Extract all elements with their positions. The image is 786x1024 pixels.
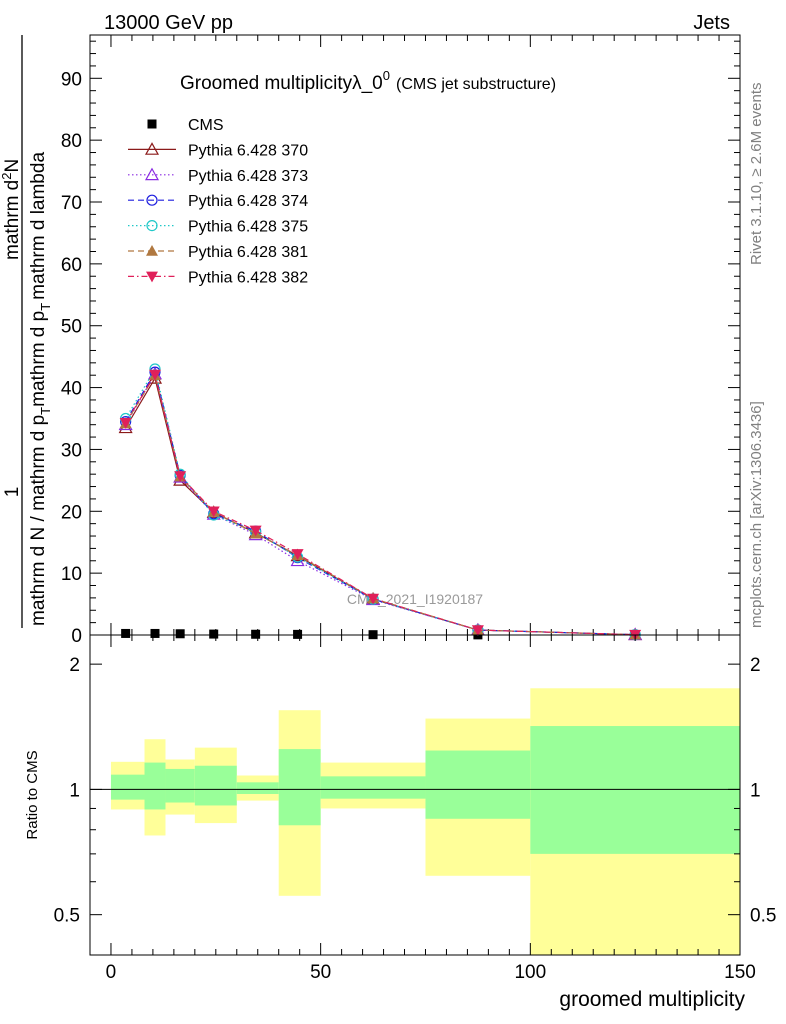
legend-marker bbox=[146, 194, 158, 206]
legend-item: Pythia 6.428 382 bbox=[128, 269, 308, 286]
header-energy-label: 13000 GeV pp bbox=[104, 12, 233, 34]
legend-label: Pythia 6.428 382 bbox=[188, 269, 308, 286]
series-point bbox=[121, 628, 131, 638]
ratio-stat-band bbox=[425, 750, 531, 819]
ratio-y-tick-label-right: 1 bbox=[750, 780, 761, 801]
series-point bbox=[207, 506, 220, 518]
analysis-watermark: CMS_2021_I1920187 bbox=[347, 591, 483, 607]
ratio-y-tick-label: 2 bbox=[69, 655, 80, 676]
main-title-sub: (CMS jet substructure) bbox=[396, 76, 556, 93]
x-axis-label: groomed multiplicity bbox=[559, 988, 745, 1011]
legend-item: Pythia 6.428 370 bbox=[128, 142, 308, 159]
ratio-stat-band bbox=[110, 774, 145, 800]
ylabel-denom-sub: T bbox=[38, 407, 53, 415]
main-y-tick-label: 40 bbox=[61, 379, 82, 400]
main-y-axis-label: 1 mathrm d N / mathrm d pTmathrm d pTmat… bbox=[0, 35, 53, 628]
rivet-version-label: Rivet 3.1.10, ≥ 2.6M events bbox=[748, 83, 765, 266]
series-point bbox=[291, 549, 304, 560]
header-jets-label: Jets bbox=[693, 12, 730, 34]
ylabel-denominator: mathrm d N / mathrm d pTmathrm d pTmathr… bbox=[28, 152, 53, 626]
main-y-tick-label: 20 bbox=[61, 502, 82, 523]
x-tick-label: 100 bbox=[514, 962, 546, 983]
series-point bbox=[119, 418, 132, 429]
legend-label: Pythia 6.428 370 bbox=[188, 142, 308, 159]
legend-item: Pythia 6.428 375 bbox=[128, 219, 308, 236]
ylabel-numerator-one: 1 bbox=[2, 487, 23, 498]
legend-label: Pythia 6.428 381 bbox=[188, 244, 308, 261]
x-tick-label: 50 bbox=[310, 962, 331, 983]
ratio-stat-band bbox=[194, 765, 237, 806]
main-title-text: Groomed multiplicityλ_0 bbox=[180, 73, 383, 94]
ratio-stat-band bbox=[530, 726, 740, 854]
ratio-plot-frame bbox=[89, 634, 741, 956]
main-y-tick-label: 80 bbox=[61, 131, 82, 152]
series-0 bbox=[121, 628, 640, 640]
ratio-stat-band bbox=[165, 768, 195, 803]
x-tick-label: 150 bbox=[724, 962, 756, 983]
ylabel-dn-text: mathrm d bbox=[2, 180, 23, 260]
series-point bbox=[149, 369, 161, 381]
main-y-tick-label: 0 bbox=[71, 626, 82, 647]
main-y-tick-label: 60 bbox=[61, 255, 82, 276]
ylabel-denom-text: mathrm d N / mathrm d p bbox=[28, 415, 49, 626]
main-title-sup: 0 bbox=[383, 68, 390, 83]
series-point bbox=[249, 525, 262, 537]
series-point bbox=[293, 629, 303, 639]
legend-marker bbox=[146, 271, 158, 283]
ratio-y-tick-label-right: 0.5 bbox=[750, 906, 776, 927]
series-point bbox=[150, 628, 160, 638]
ratio-y-tick-label-right: 2 bbox=[750, 655, 761, 676]
x-tick-label: 0 bbox=[106, 962, 117, 983]
legend-marker bbox=[144, 142, 160, 155]
ratio-stat-band bbox=[144, 762, 166, 810]
ylabel-dn-sup: 2 bbox=[0, 173, 14, 180]
main-y-tick-label: 10 bbox=[61, 564, 82, 585]
series-point bbox=[290, 553, 305, 567]
legend-label: CMS bbox=[188, 117, 224, 134]
series-point bbox=[209, 629, 219, 639]
legend-marker bbox=[147, 119, 157, 129]
legend: CMS Pythia 6.428 370 Pythia 6.428 373 Pythi… bbox=[128, 117, 308, 286]
series-point bbox=[175, 629, 185, 639]
ylabel-denom-frac-sub: T bbox=[38, 303, 53, 311]
ratio-axes: 0.5 0.5 1 1 2 2 0 50 100 150 bbox=[54, 635, 776, 983]
ratio-y-tick-label: 1 bbox=[69, 780, 80, 801]
series-line bbox=[125, 373, 636, 636]
series-point bbox=[251, 629, 261, 639]
main-title: Groomed multiplicityλ_00 (CMS jet substru… bbox=[180, 68, 556, 94]
mcplots-source-label: mcplots.cern.ch [arXiv:1306.3436] bbox=[748, 401, 765, 628]
ratio-stat-band bbox=[320, 776, 426, 799]
series-point bbox=[367, 593, 380, 605]
series-layer bbox=[118, 363, 643, 641]
ylabel-denom-frac-numer: mathrm d p bbox=[28, 311, 49, 407]
legend-marker bbox=[144, 167, 160, 181]
legend-marker bbox=[146, 245, 158, 256]
ratio-y-axis-label: Ratio to CMS bbox=[24, 750, 41, 839]
ylabel-dn-n: N bbox=[2, 159, 23, 173]
legend-marker bbox=[146, 220, 158, 232]
legend-item: CMS bbox=[147, 117, 224, 134]
main-y-tick-label: 50 bbox=[61, 317, 82, 338]
main-y-tick-label: 70 bbox=[61, 193, 82, 214]
legend-label: Pythia 6.428 373 bbox=[188, 168, 308, 185]
series-point bbox=[471, 625, 484, 637]
main-y-tick-label: 90 bbox=[61, 69, 82, 90]
ratio-stat-band bbox=[236, 782, 279, 794]
ylabel-dn-numerator: mathrm d2N bbox=[0, 159, 23, 260]
ylabel-denom-lambda: mathrm d lambda bbox=[28, 152, 49, 300]
legend-item: Pythia 6.428 381 bbox=[128, 244, 308, 261]
legend-label: Pythia 6.428 375 bbox=[188, 219, 308, 236]
main-y-tick-label: 30 bbox=[61, 440, 82, 461]
legend-item: Pythia 6.428 374 bbox=[128, 193, 308, 210]
ratio-y-tick-label: 0.5 bbox=[54, 906, 80, 927]
series-point bbox=[174, 471, 187, 483]
main-axes: 0 10 20 30 40 50 60 70 80 90 bbox=[61, 35, 741, 647]
legend-item: Pythia 6.428 373 bbox=[128, 167, 308, 185]
ratio-bands bbox=[110, 688, 740, 955]
legend-label: Pythia 6.428 374 bbox=[188, 193, 308, 210]
ratio-stat-band bbox=[278, 749, 321, 826]
